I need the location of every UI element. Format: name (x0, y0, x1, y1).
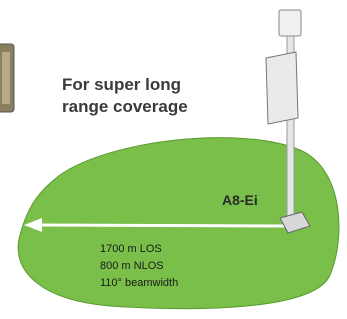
range-arrow (38, 225, 287, 226)
spec-line: 800 m NLOS (100, 260, 164, 272)
device-label: A8-Ei (222, 192, 258, 208)
panel-antenna (266, 52, 298, 124)
heading-line: For super long (62, 75, 181, 94)
spec-line: 1700 m LOS (100, 243, 162, 255)
side-device-face (2, 52, 10, 104)
diagram: For super long range coverage A8-Ei 1700… (0, 0, 347, 319)
spec-line: 110° beamwidth (100, 277, 178, 289)
top-unit (279, 10, 301, 36)
heading-line: range coverage (62, 97, 188, 116)
